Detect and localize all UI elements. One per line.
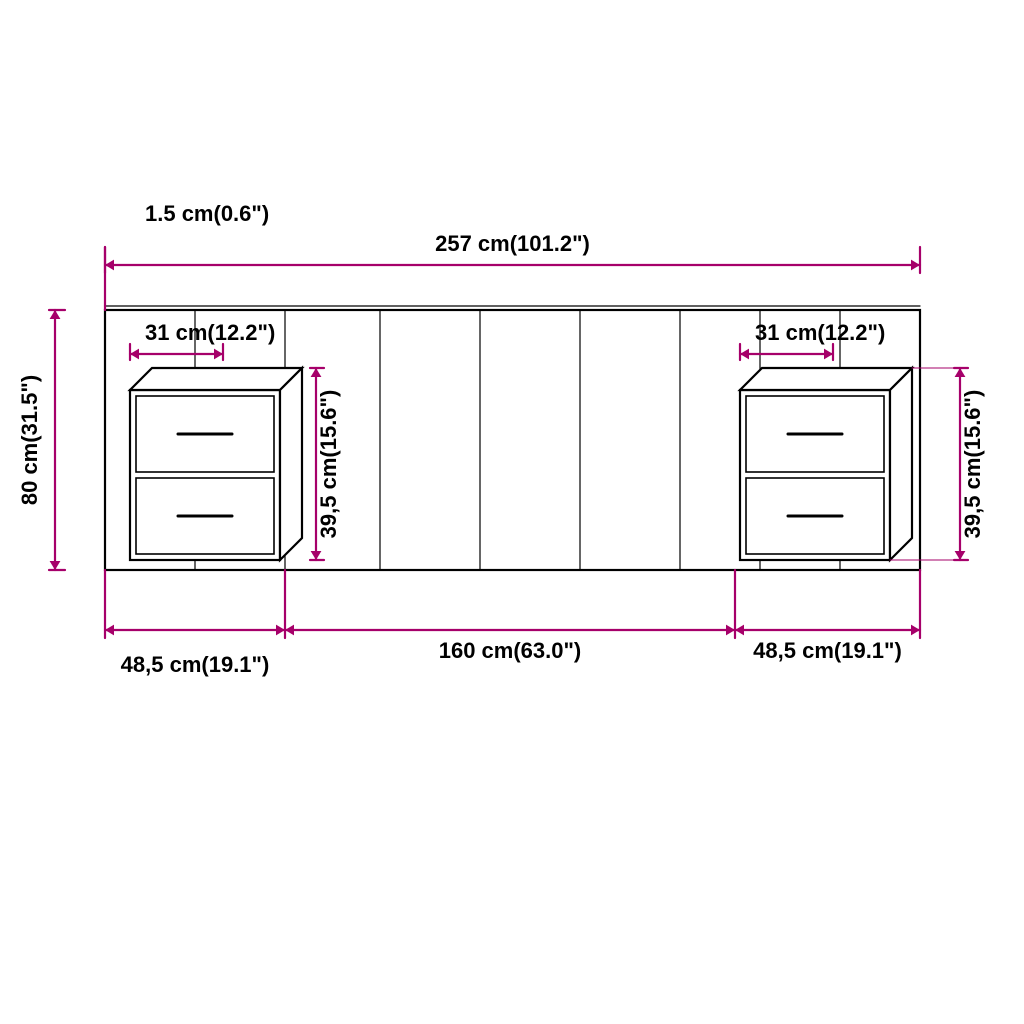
svg-text:257 cm(101.2"): 257 cm(101.2") <box>435 231 590 256</box>
svg-text:48,5 cm(19.1"): 48,5 cm(19.1") <box>121 652 270 677</box>
svg-text:31 cm(12.2"): 31 cm(12.2") <box>755 320 885 345</box>
svg-text:80 cm(31.5"): 80 cm(31.5") <box>17 375 42 505</box>
svg-text:1.5 cm(0.6"): 1.5 cm(0.6") <box>145 201 269 226</box>
svg-text:160 cm(63.0"): 160 cm(63.0") <box>439 638 582 663</box>
svg-text:48,5 cm(19.1"): 48,5 cm(19.1") <box>753 638 902 663</box>
svg-text:31 cm(12.2"): 31 cm(12.2") <box>145 320 275 345</box>
svg-text:39,5 cm(15.6"): 39,5 cm(15.6") <box>960 390 985 539</box>
svg-text:39,5 cm(15.6"): 39,5 cm(15.6") <box>316 390 341 539</box>
